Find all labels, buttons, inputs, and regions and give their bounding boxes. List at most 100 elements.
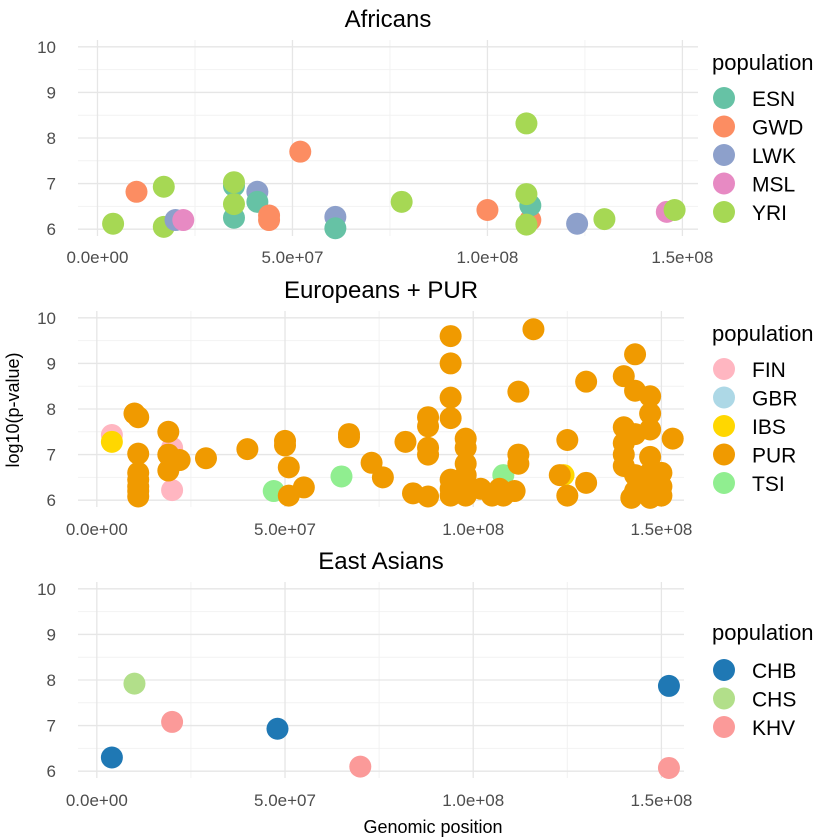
data-point-pur bbox=[454, 436, 477, 459]
legend-label: FIN bbox=[752, 359, 786, 382]
data-point-pur bbox=[639, 385, 662, 408]
data-point-pur bbox=[439, 484, 462, 507]
data-point-yri bbox=[515, 213, 538, 236]
y-tick-label: 8 bbox=[47, 129, 56, 148]
legend-key-pur bbox=[713, 443, 735, 466]
legend-label: IBS bbox=[752, 416, 786, 439]
data-point-chs bbox=[123, 672, 146, 695]
data-point-yri bbox=[222, 193, 245, 216]
data-point-yri bbox=[222, 171, 245, 194]
data-point-yri bbox=[102, 212, 125, 235]
data-point-msl bbox=[172, 209, 195, 232]
legend-label: YRI bbox=[752, 202, 787, 225]
legend-label: ESN bbox=[752, 88, 795, 111]
data-point-chb bbox=[657, 674, 680, 697]
panel-title: Africans bbox=[345, 6, 432, 33]
data-point-pur bbox=[575, 471, 598, 494]
y-tick-label: 7 bbox=[47, 717, 56, 736]
data-point-pur bbox=[661, 427, 684, 450]
y-tick-label: 7 bbox=[47, 175, 56, 194]
data-point-pur bbox=[639, 445, 662, 468]
data-point-pur bbox=[439, 352, 462, 375]
y-tick-label: 6 bbox=[47, 762, 56, 781]
data-point-lwk bbox=[566, 212, 589, 235]
data-point-yri bbox=[663, 199, 686, 222]
legend-label: GWD bbox=[752, 117, 803, 140]
y-tick-label: 10 bbox=[37, 38, 56, 57]
data-point-pur bbox=[127, 485, 150, 508]
legend-key-fin bbox=[713, 358, 735, 380]
data-point-pur bbox=[503, 480, 526, 503]
data-point-pur bbox=[439, 325, 462, 348]
data-point-pur bbox=[236, 438, 259, 461]
y-tick-label: 9 bbox=[47, 625, 56, 644]
data-point-pur bbox=[639, 418, 662, 441]
facet-panel-3: 6 7 8 9 10 0.0e+00 5.0e+07 1.0e+08 1.5e+08 East A… bbox=[37, 548, 813, 810]
legend-key-gwd bbox=[713, 115, 735, 138]
y-tick-label: 7 bbox=[47, 446, 56, 465]
data-point-pur bbox=[168, 449, 191, 472]
y-tick-label: 10 bbox=[37, 580, 56, 599]
data-point-yri bbox=[152, 175, 175, 198]
data-point-pur bbox=[394, 430, 417, 453]
data-point-pur bbox=[650, 484, 673, 507]
data-point-pur bbox=[157, 420, 180, 443]
data-point-esn bbox=[324, 217, 347, 240]
legend-label: LWK bbox=[752, 145, 796, 168]
legend-key-khv bbox=[713, 716, 735, 738]
legend-label: MSL bbox=[752, 174, 795, 197]
legend-title: population bbox=[712, 50, 814, 75]
y-tick-label: 6 bbox=[47, 491, 56, 510]
data-point-pur bbox=[127, 442, 150, 465]
y-tick-label: 8 bbox=[47, 671, 56, 690]
legend-key-esn bbox=[713, 87, 735, 109]
data-point-khv bbox=[657, 756, 680, 779]
data-point-gwd bbox=[258, 209, 281, 232]
legend-title: population bbox=[712, 620, 814, 645]
data-point-pur bbox=[507, 452, 530, 475]
y-axis-label: log10(p-value) bbox=[3, 352, 23, 467]
legend-label: PUR bbox=[752, 445, 796, 468]
x-tick-label: 1.0e+08 bbox=[442, 791, 504, 810]
legend-key-tsi bbox=[713, 472, 735, 494]
x-tick-label: 0.0e+00 bbox=[66, 520, 128, 539]
data-point-gwd bbox=[289, 140, 312, 163]
x-tick-label: 1.5e+08 bbox=[630, 520, 692, 539]
data-point-pur bbox=[338, 426, 361, 449]
x-tick-label: 1.5e+08 bbox=[630, 791, 692, 810]
y-tick-label: 8 bbox=[47, 400, 56, 419]
data-point-yri bbox=[593, 208, 616, 231]
x-axis-label: Genomic position bbox=[363, 817, 502, 837]
x-tick-label: 0.0e+00 bbox=[66, 791, 128, 810]
data-point-yri bbox=[515, 112, 538, 135]
x-tick-label: 1.0e+08 bbox=[442, 520, 504, 539]
data-point-pur bbox=[194, 447, 217, 470]
data-point-pur bbox=[277, 456, 300, 479]
data-point-gwd bbox=[125, 180, 148, 203]
data-point-yri bbox=[390, 190, 413, 213]
data-point-pur bbox=[507, 380, 530, 403]
data-point-chb bbox=[100, 746, 123, 769]
y-tick-label: 10 bbox=[37, 309, 56, 328]
data-point-pur bbox=[439, 407, 462, 430]
data-point-pur bbox=[548, 464, 571, 487]
y-tick-label: 9 bbox=[47, 354, 56, 373]
y-tick-label: 9 bbox=[47, 83, 56, 102]
legend-key-msl bbox=[713, 172, 735, 195]
legend-label: GBR bbox=[752, 388, 798, 411]
legend-key-chs bbox=[713, 687, 735, 710]
data-point-pur bbox=[624, 343, 647, 366]
legend-title: population bbox=[712, 321, 814, 346]
data-point-pur bbox=[127, 406, 150, 429]
panel-title: East Asians bbox=[318, 548, 443, 575]
data-point-pur bbox=[371, 466, 394, 489]
data-point-pur bbox=[575, 370, 598, 393]
legend-key-lwk bbox=[713, 144, 735, 166]
legend-key-gbr bbox=[713, 386, 735, 409]
legend: population ESN GWD LWK MSL YRI bbox=[712, 50, 814, 225]
data-point-gwd bbox=[476, 199, 499, 222]
data-point-pur bbox=[522, 318, 545, 341]
facet-panel-2: 6 7 8 9 10 0.0e+00 5.0e+07 1.0e+08 1.5e+08 Europe… bbox=[37, 277, 813, 539]
data-point-pur bbox=[556, 484, 579, 507]
facet-panel-1: 6 7 8 9 10 0.0e+00 5.0e+07 1.0e+08 1.5e+08 Africa… bbox=[37, 6, 813, 267]
